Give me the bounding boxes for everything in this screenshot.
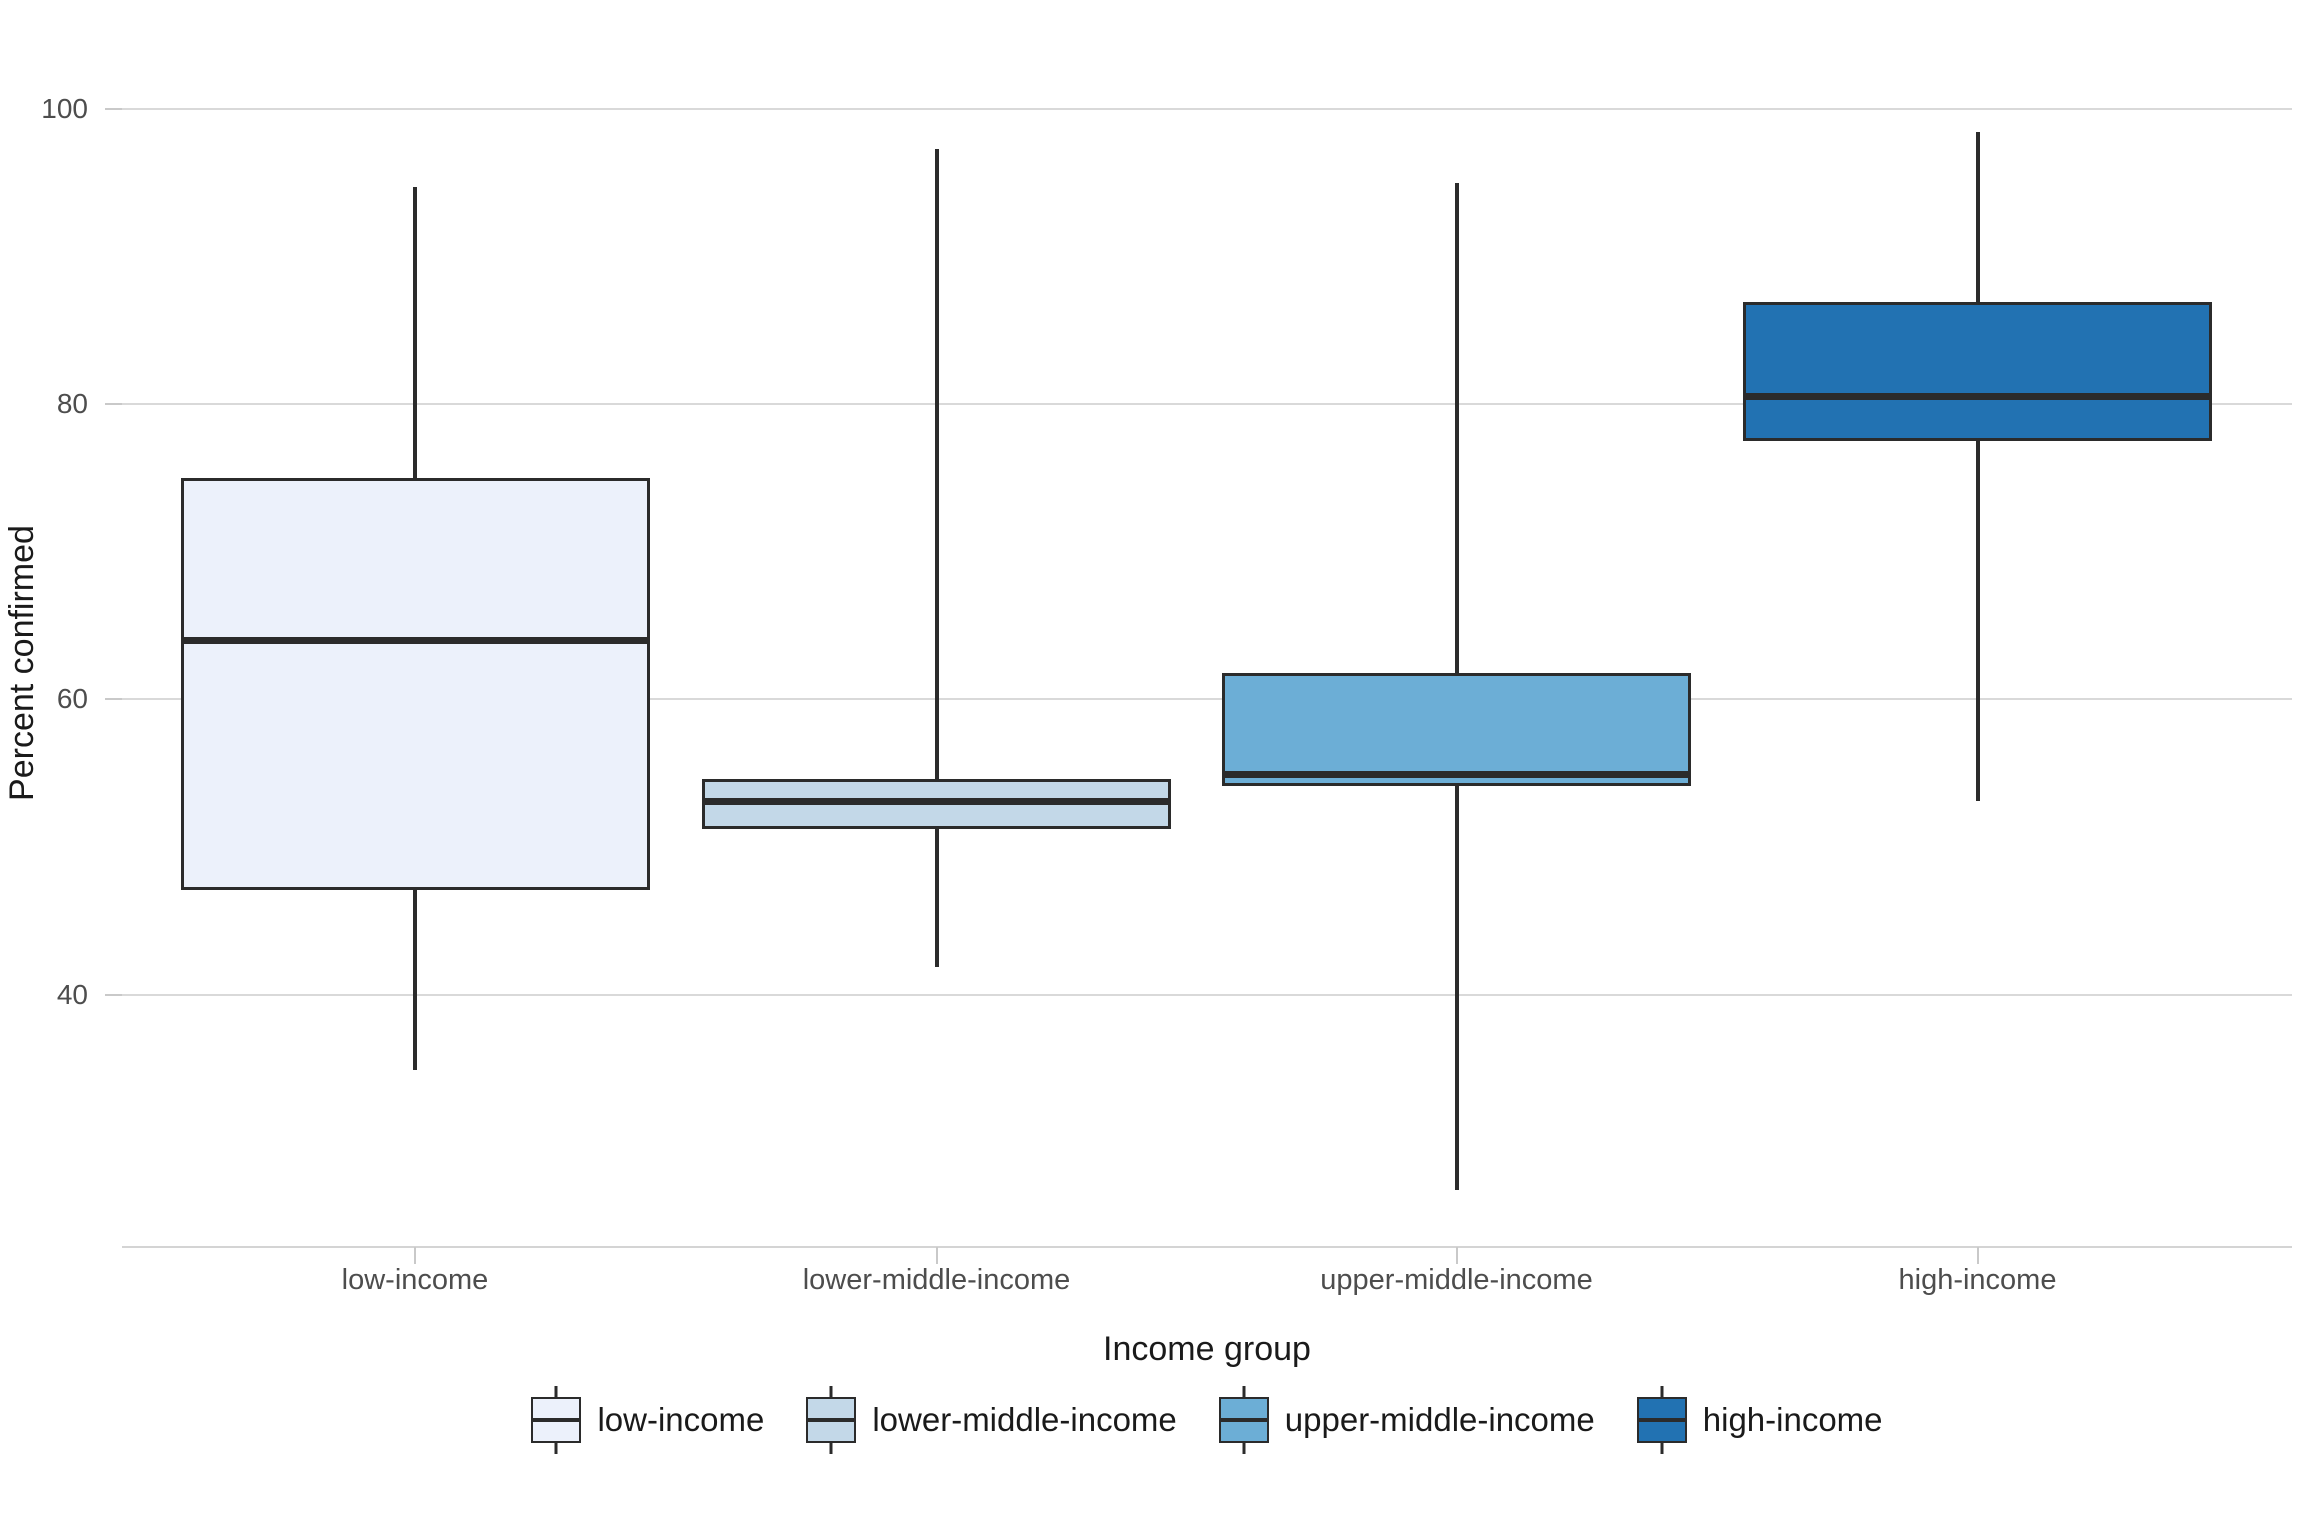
boxplot-box xyxy=(1743,302,2212,441)
legend-whisker-stub xyxy=(1660,1443,1664,1454)
boxplot-box xyxy=(180,477,650,890)
y-axis-tick xyxy=(105,107,122,110)
legend-item: upper-middle-income xyxy=(1218,1385,1595,1455)
x-tick-label: lower-middle-income xyxy=(802,1264,1071,1296)
legend-whisker-stub xyxy=(554,1386,558,1397)
y-axis-tick xyxy=(105,403,122,406)
x-tick-label: high-income xyxy=(1898,1264,2057,1296)
legend-label: lower-middle-income xyxy=(872,1401,1177,1438)
major-gridline xyxy=(122,698,2292,701)
boxplot-box xyxy=(1222,672,1691,787)
x-axis-title-text: Income group xyxy=(1103,1330,1311,1368)
legend-item: lower-middle-income xyxy=(806,1385,1177,1455)
legend-item: high-income xyxy=(1636,1385,1883,1455)
major-gridline xyxy=(122,107,2292,110)
y-axis-tick xyxy=(105,993,122,996)
x-axis-line xyxy=(122,1246,2292,1248)
x-axis-tick xyxy=(1455,1247,1458,1264)
x-axis-tick xyxy=(935,1247,938,1264)
legend-whisker-stub xyxy=(554,1443,558,1454)
major-gridline xyxy=(122,993,2292,996)
median-line xyxy=(702,797,1171,805)
legend-whisker-stub xyxy=(829,1443,833,1454)
x-axis-tick xyxy=(414,1247,416,1264)
lower-whisker xyxy=(413,889,417,1070)
upper-whisker xyxy=(934,148,939,780)
median-line xyxy=(180,636,650,644)
legend-item: low-income xyxy=(531,1385,764,1455)
x-axis-title: Income group xyxy=(122,1330,2292,1369)
legend-key-boxplot-icon xyxy=(1636,1385,1687,1455)
legend-whisker-stub xyxy=(1660,1386,1664,1397)
upper-whisker xyxy=(1975,132,1980,303)
legend-key-boxplot-icon xyxy=(531,1385,582,1455)
legend-whisker-stub xyxy=(829,1386,833,1397)
legend-median xyxy=(1218,1418,1269,1422)
legend-median xyxy=(1636,1418,1687,1422)
lower-whisker xyxy=(1454,786,1459,1190)
legend: low-income lower-middle-income upper-middl… xyxy=(122,1385,2292,1455)
x-axis-tick xyxy=(1976,1247,1979,1264)
y-axis-title-text: Percent confirmed xyxy=(3,525,41,801)
median-line xyxy=(1743,393,2212,401)
legend-median xyxy=(806,1418,857,1422)
y-tick-label: 60 xyxy=(56,683,88,715)
legend-median xyxy=(531,1418,582,1422)
legend-whisker-stub xyxy=(1242,1386,1246,1397)
y-tick-label: 100 xyxy=(41,92,88,124)
upper-whisker xyxy=(413,186,417,478)
y-tick-label: 80 xyxy=(56,388,88,420)
legend-label: upper-middle-income xyxy=(1284,1401,1595,1438)
legend-key-boxplot-icon xyxy=(1218,1385,1269,1455)
upper-whisker xyxy=(1454,182,1459,673)
x-tick-label: upper-middle-income xyxy=(1320,1264,1593,1296)
major-gridline xyxy=(122,403,2292,406)
y-tick-label: 40 xyxy=(56,978,88,1010)
legend-label: high-income xyxy=(1702,1401,1883,1438)
legend-whisker-stub xyxy=(1242,1443,1246,1454)
legend-label: low-income xyxy=(597,1401,765,1438)
x-tick-label: low-income xyxy=(341,1264,489,1296)
legend-key-boxplot-icon xyxy=(806,1385,857,1455)
y-axis-tick xyxy=(105,698,122,701)
lower-whisker xyxy=(1975,440,1980,802)
lower-whisker xyxy=(934,829,939,967)
median-line xyxy=(1222,771,1691,779)
